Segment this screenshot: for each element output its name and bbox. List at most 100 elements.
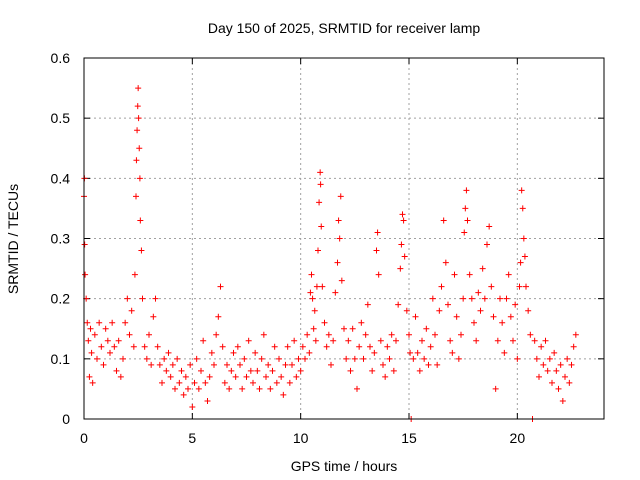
data-point [540,361,547,368]
x-tick-label: 20 [510,430,526,446]
data-point [312,337,319,344]
data-point [307,289,314,296]
data-point [354,385,360,392]
data-point [471,319,477,326]
data-point [282,361,289,368]
data-point [302,355,308,362]
data-point [167,373,174,380]
data-point [315,247,321,254]
data-point [313,283,320,290]
data-point [174,355,181,362]
data-point [87,325,94,332]
data-point [198,367,204,374]
data-point [356,343,363,350]
data-point [397,265,404,272]
data-point [152,295,159,302]
data-point [369,367,376,374]
data-point [531,337,538,344]
data-point [193,355,200,362]
data-point [309,295,316,302]
data-point [330,337,337,344]
data-point [462,205,469,212]
data-point [461,229,468,236]
x-axis-label: GPS time / hours [291,458,398,474]
data-point [523,283,529,290]
data-point [400,217,407,224]
data-point [362,331,369,338]
data-points [81,85,579,422]
data-point [323,343,330,350]
data-point [373,247,380,254]
data-point [568,361,575,368]
data-point [347,367,354,374]
data-point [224,361,230,368]
data-point [393,337,399,344]
data-point [403,307,410,314]
data-point [337,193,344,200]
data-point [169,361,176,368]
plot-frame [83,57,605,420]
y-tick-label: 0.2 [51,291,71,307]
data-point [310,325,317,332]
data-point [484,241,490,248]
data-point [414,349,421,356]
data-point [328,361,334,368]
data-point [276,355,282,362]
data-point [555,385,562,392]
data-point [481,295,488,302]
data-point [195,385,202,392]
data-point [334,259,341,266]
data-point [382,373,389,380]
data-point [82,271,89,278]
data-point [521,253,528,260]
data-point [525,307,532,314]
data-point [520,235,527,242]
data-point [156,361,163,368]
data-point [358,319,365,326]
data-point [176,379,183,386]
data-point [317,181,324,188]
data-point [512,301,519,308]
data-point [503,295,510,302]
data-point [436,307,443,314]
data-point [221,379,228,386]
data-point [136,145,143,152]
data-point [416,367,423,374]
data-point [336,235,343,242]
data-point [423,325,430,332]
data-point [375,271,382,278]
data-point [306,349,313,356]
data-point [497,295,503,302]
data-point [412,313,419,320]
data-point [297,367,304,374]
data-point [299,343,306,350]
data-point [133,193,139,200]
data-point [217,283,224,290]
data-point [442,259,449,266]
data-point [265,361,272,368]
data-point [395,301,402,308]
data-point [538,343,545,350]
data-point [120,355,126,362]
data-point [185,385,191,392]
axis-ticks: 0 0.1 0.2 0.3 0.4 0.5 0.6 0 5 10 15 20 [51,50,604,446]
y-tick-label: 0 [62,411,70,427]
data-point [284,343,291,350]
data-point [499,319,506,326]
data-point [438,283,445,290]
data-point [219,343,226,350]
data-point [468,295,475,302]
data-point [213,331,220,338]
data-point [316,199,323,206]
data-point [407,349,414,356]
data-point [536,373,542,380]
data-point [150,313,157,320]
data-point [254,367,261,374]
data-point [293,373,300,380]
data-point [258,355,265,362]
data-point [91,331,98,338]
data-point [215,313,222,320]
data-point [566,379,573,386]
data-point [230,349,237,356]
data-point [269,367,276,374]
